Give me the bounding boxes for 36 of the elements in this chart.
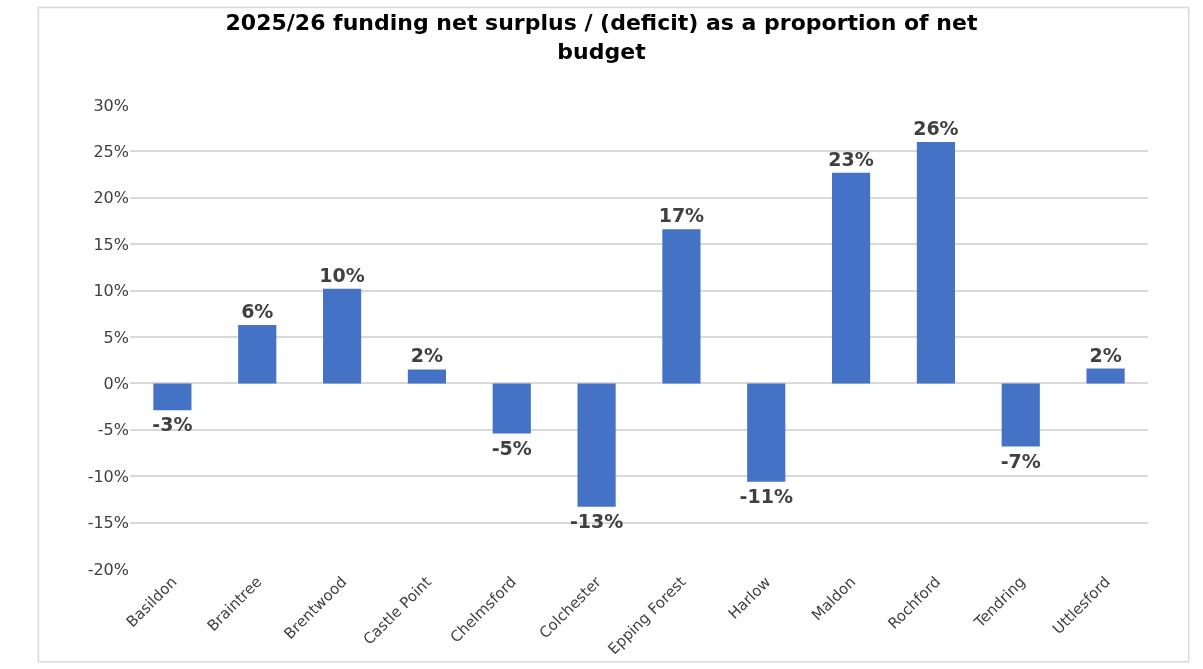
y-tick-label: -15% (87, 513, 129, 533)
data-label: 2% (1089, 343, 1122, 366)
y-tick-label: 5% (103, 327, 129, 347)
y-tick-label: 20% (93, 188, 129, 208)
y-tick-label: 0% (103, 374, 129, 393)
data-label: 6% (241, 299, 274, 322)
data-label: -13% (569, 509, 624, 532)
data-label: -5% (491, 436, 532, 459)
bar (323, 288, 362, 384)
bar (832, 172, 871, 384)
data-label: 17% (658, 204, 705, 227)
bar (577, 383, 616, 507)
y-tick-label: 30% (93, 95, 129, 115)
bar (238, 324, 277, 384)
bar (1001, 383, 1040, 447)
data-label: 10% (319, 263, 365, 286)
bar (747, 383, 786, 482)
y-tick-label: -20% (87, 559, 129, 579)
y-tick-label: -5% (97, 420, 129, 440)
bar (407, 369, 446, 384)
y-tick-label: 25% (93, 142, 129, 161)
bar (662, 229, 701, 384)
bar (1086, 368, 1125, 384)
y-tick-label: -10% (87, 466, 129, 486)
bar (916, 142, 955, 384)
y-tick-label: 15% (93, 234, 129, 254)
bar (153, 383, 192, 411)
data-label: 23% (828, 147, 874, 170)
data-label: 2% (410, 344, 444, 367)
data-label: 26% (913, 117, 959, 140)
data-label: -7% (1000, 449, 1041, 472)
y-tick-label: 10% (93, 281, 129, 301)
data-label: -3% (152, 413, 193, 436)
bar (492, 383, 531, 434)
data-label: -11% (739, 484, 793, 507)
chart-title: 2025/26 funding net surplus / (deficit) as a proportion of net budget (225, 10, 978, 64)
